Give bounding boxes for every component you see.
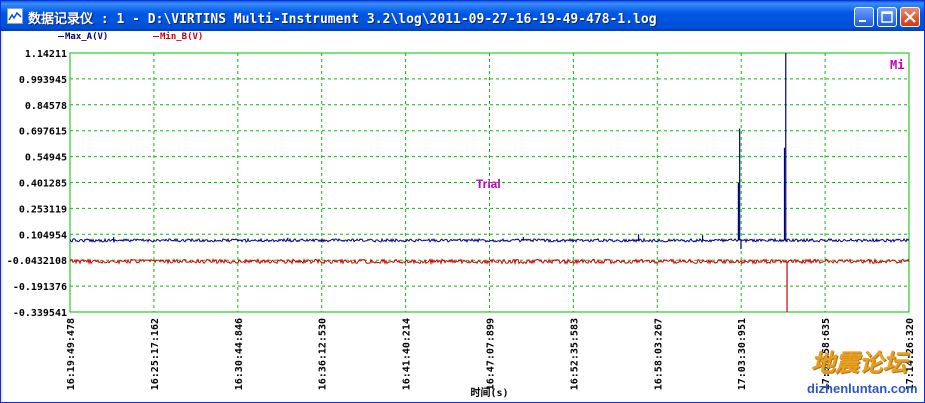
series-line-b [69, 257, 910, 266]
y-tick-label: 0.697615 [19, 127, 67, 138]
y-tick-label: 0.104954 [19, 230, 67, 241]
x-tick-label: 16:19:49:478 [66, 318, 77, 390]
x-tick-label: 17:14:26:320 [905, 318, 916, 390]
legend-label-b: Min_B(V) [160, 32, 204, 42]
legend-series-a: Max_A(V) [58, 32, 108, 42]
time-series-chart[interactable]: 1.14211 0.993945 0.84578 0.697615 0.54945 0.4… [3, 31, 924, 402]
y-tick-label: 0.401285 [19, 179, 67, 190]
x-tick-label: 16:47:07:899 [486, 318, 497, 390]
data-logger-panel: Max_A(V) Min_B(V) 1.14211 0.993945 0.84578… [3, 31, 924, 402]
x-tick-label: 16:30:44:846 [234, 318, 245, 390]
close-button[interactable] [900, 7, 920, 27]
legend-line-b [153, 36, 159, 37]
minimize-icon [859, 20, 866, 22]
title-bar[interactable]: 数据记录仪 : 1 - D:\VIRTINS Multi-Instrument … [1, 1, 924, 31]
corner-label: Mi [890, 58, 904, 72]
legend-series-b: Min_B(V) [153, 32, 203, 42]
x-tick-label: 16:58:03:267 [653, 318, 664, 390]
y-tick-label: -0.191376 [13, 282, 67, 293]
chart-app-icon [7, 8, 23, 24]
watermark-url: dizhenluntan.com [807, 381, 918, 396]
y-tick-label: -0.339541 [13, 308, 67, 319]
y-tick-label: -0.0432108 [7, 256, 67, 267]
watermark: 地震论坛 dizhenluntan.com [801, 343, 923, 401]
x-tick-label: 16:41:40:214 [402, 318, 413, 390]
x-tick-label: 17:08:58:635 [821, 318, 832, 390]
close-icon [904, 11, 916, 23]
maximize-icon [881, 11, 893, 23]
x-tick-label: 17:03:30:951 [737, 318, 748, 390]
legend-line-a [58, 36, 64, 37]
y-tick-label: 0.84578 [25, 101, 67, 112]
y-tick-label: 0.993945 [19, 75, 67, 86]
x-tick-label: 16:36:12:530 [318, 318, 329, 390]
x-axis-label: 时间(s) [470, 386, 508, 399]
maximize-button[interactable] [877, 7, 897, 27]
y-tick-label: 0.54945 [25, 153, 67, 164]
x-tick-label: 16:25:17:162 [150, 318, 161, 390]
window-title: 数据记录仪 : 1 - D:\VIRTINS Multi-Instrument … [28, 12, 657, 27]
x-tick-label: 16:52:35:583 [569, 318, 580, 390]
minimize-button[interactable] [854, 7, 874, 27]
legend-label-a: Max_A(V) [65, 32, 109, 42]
y-tick-label: 1.14211 [25, 49, 67, 60]
trial-watermark: Trial [476, 177, 501, 191]
watermark-cn: 地震论坛 [811, 348, 907, 377]
series-line-a [69, 237, 910, 244]
y-tick-label: 0.253119 [19, 204, 67, 215]
